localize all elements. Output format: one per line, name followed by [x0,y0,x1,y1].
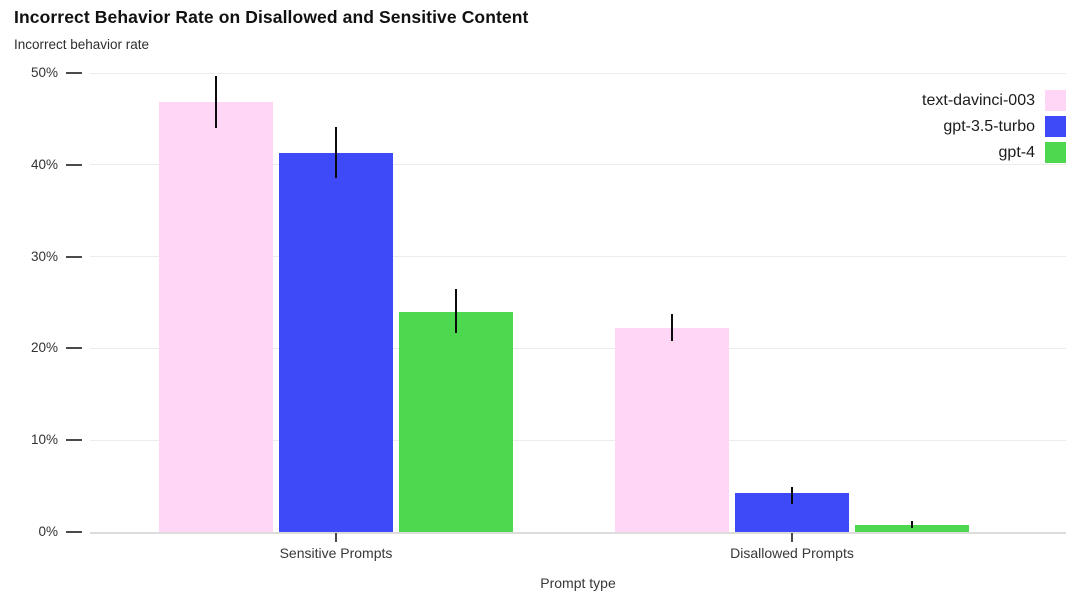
gridline-50% [90,72,1066,74]
bar-text-davinci-003-sensitive-prompts [159,102,273,532]
y-tick-mark-10% [66,439,82,442]
x-axis-label-sensitive-prompts: Sensitive Prompts [279,545,393,561]
y-tick-label-40%: 40% [30,156,58,172]
x-tick-mark-disallowed-prompts [791,533,793,542]
legend-swatch-text-davinci-003 [1045,90,1066,111]
chart-title: Incorrect Behavior Rate on Disallowed an… [14,7,529,27]
error-bar-gpt-4-sensitive-prompts [454,288,458,333]
gridline-30% [90,256,1066,258]
gridline-10% [90,439,1066,441]
legend-swatch-gpt-3-5-turbo [1045,116,1066,137]
bar-gpt-3-5-turbo-sensitive-prompts [279,152,393,532]
legend-label-gpt-4: gpt-4 [998,144,1035,161]
y-tick-label-0%: 0% [38,524,58,539]
y-tick-mark-40% [66,163,82,166]
y-tick-mark-30% [66,255,82,258]
legend-swatch-gpt-4 [1045,142,1066,163]
y-tick-label-50%: 50% [30,65,58,80]
x-axis-title: Prompt type [540,575,616,591]
y-tick-mark-20% [66,347,82,350]
legend-label-gpt-3-5-turbo: gpt-3.5-turbo [943,118,1035,135]
x-tick-mark-sensitive-prompts [335,533,337,542]
error-bar-gpt-3-5-turbo-disallowed-prompts [790,487,794,505]
bar-gpt-4-disallowed-prompts [855,524,969,532]
y-tick-mark-0% [66,531,82,533]
error-bar-gpt-4-disallowed-prompts [910,520,914,529]
gridline-20% [90,347,1066,349]
error-bar-text-davinci-003-disallowed-prompts [670,314,674,342]
bar-text-davinci-003-disallowed-prompts [615,328,729,532]
legend-label-text-davinci-003: text-davinci-003 [922,92,1035,109]
chart-subtitle: Incorrect behavior rate [14,37,150,52]
gridline-40% [90,164,1066,166]
gridline-0% [90,532,1066,534]
x-axis-label-disallowed-prompts: Disallowed Prompts [730,545,854,561]
bar-gpt-4-sensitive-prompts [399,311,513,532]
error-bar-gpt-3-5-turbo-sensitive-prompts [334,127,338,178]
y-tick-mark-50% [66,72,82,74]
y-tick-label-30%: 30% [30,248,58,264]
y-tick-label-20%: 20% [30,340,58,356]
y-tick-label-10%: 10% [30,432,58,448]
error-bar-text-davinci-003-sensitive-prompts [214,75,218,129]
